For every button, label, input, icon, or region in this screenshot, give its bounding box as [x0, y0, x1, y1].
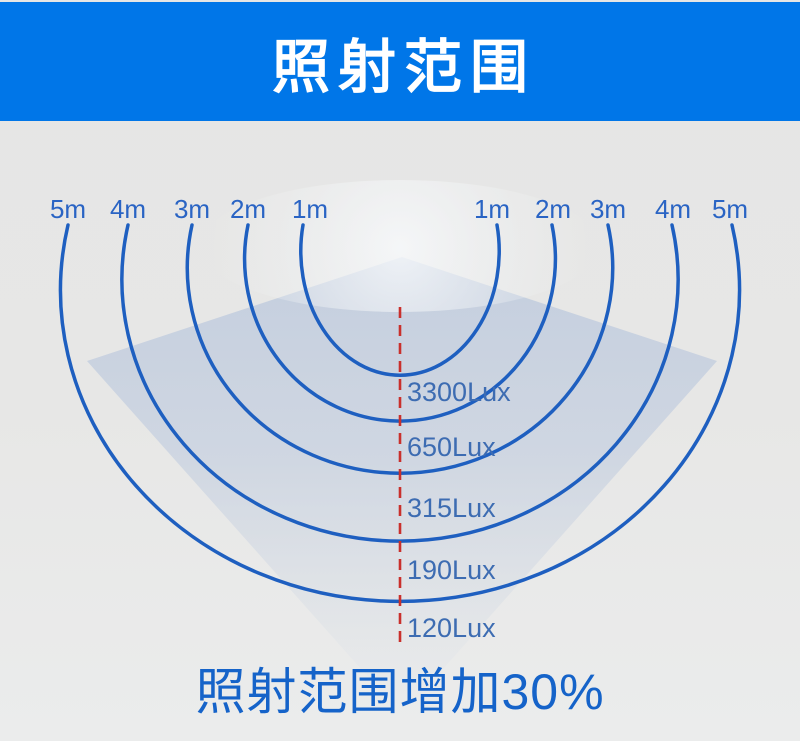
haze-glow [200, 180, 600, 312]
lux-label-5m: 120Lux [407, 613, 496, 643]
lux-label-2m: 650Lux [407, 432, 496, 462]
floor-plane [87, 257, 717, 715]
distance-label-right-3m: 3m [589, 194, 627, 224]
header-banner: 照射范围 [0, 2, 800, 121]
arc-1m [299, 223, 501, 377]
distance-label-right-4m: 4m [654, 194, 692, 224]
distance-label-left-4m: 4m [109, 194, 147, 224]
distance-label-left-1m: 1m [291, 194, 329, 224]
distance-label-left-3m: 3m [173, 194, 211, 224]
page-title: 照射范围 [271, 34, 536, 100]
distance-label-right-1m: 1m [473, 194, 511, 224]
distance-label-right-5m: 5m [711, 194, 749, 224]
caption: 照射范围增加30% [195, 664, 605, 720]
distance-label-right-2m: 2m [534, 194, 572, 224]
lux-label-3m: 315Lux [407, 493, 496, 523]
distance-label-left-2m: 2m [229, 194, 267, 224]
lux-label-1m: 3300Lux [407, 377, 511, 407]
lux-label-4m: 190Lux [407, 555, 496, 585]
distance-label-left-5m: 5m [49, 194, 87, 224]
